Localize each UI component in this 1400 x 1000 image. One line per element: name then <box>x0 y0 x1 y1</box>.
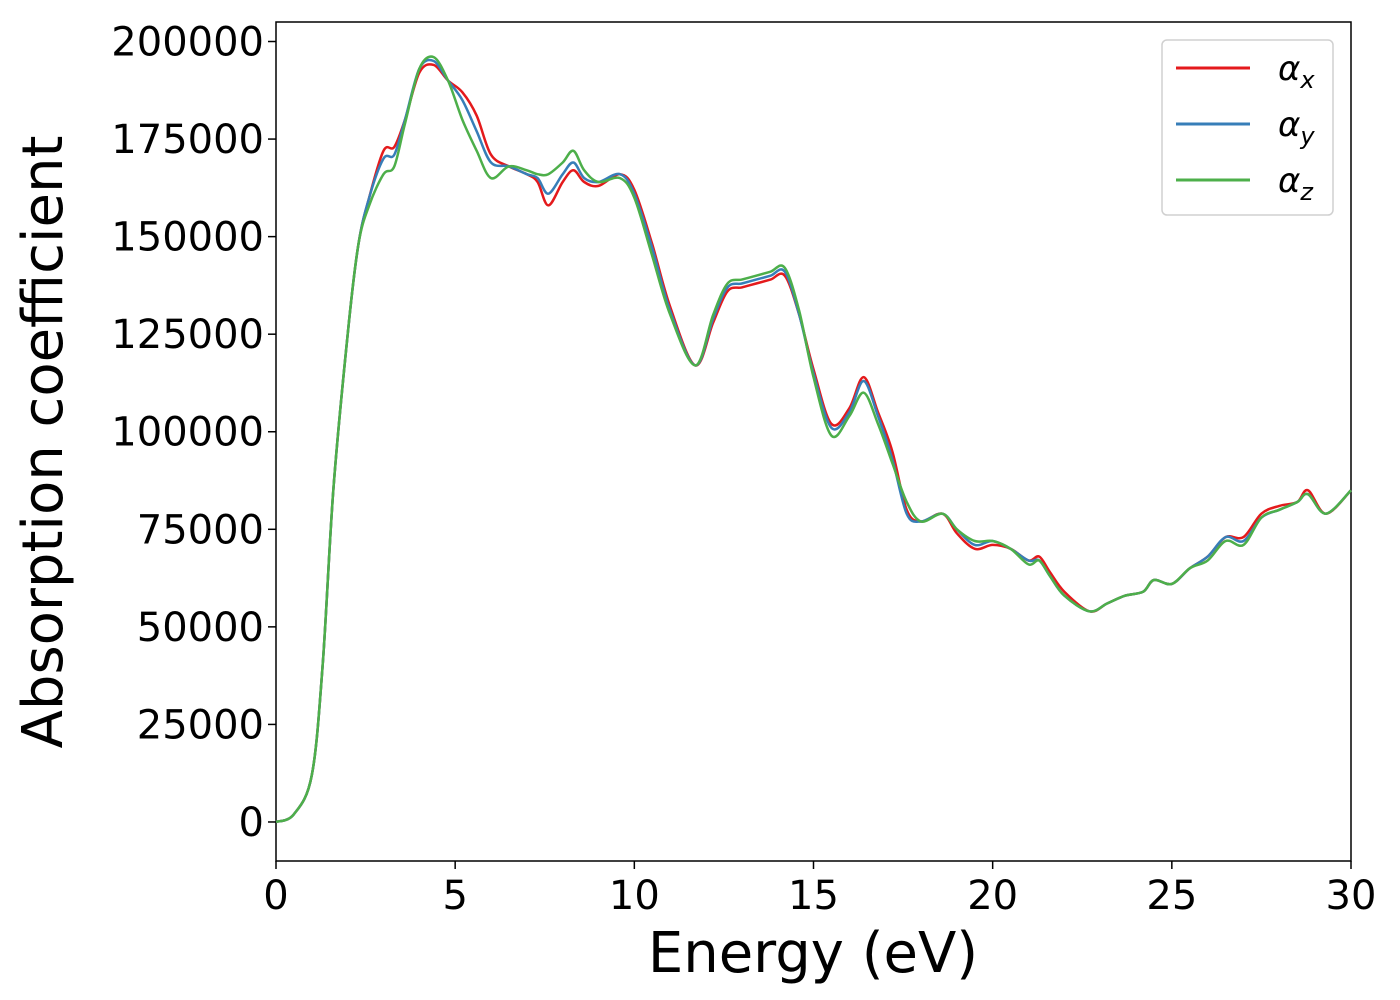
series-line-z <box>275 55 1352 824</box>
legend-label-z: αz <box>1278 161 1314 206</box>
y-tick-label: 150000 <box>111 215 264 261</box>
y-tick-label: 50000 <box>137 605 264 651</box>
legend-label-x: αx <box>1278 49 1315 94</box>
x-tick-label: 30 <box>1326 873 1377 919</box>
y-tick-label: 200000 <box>111 20 264 66</box>
series-layer <box>275 55 1352 824</box>
y-tick-label: 0 <box>239 800 264 846</box>
y-tick-label: 25000 <box>137 702 264 748</box>
x-tick-label: 20 <box>967 873 1018 919</box>
x-tick-label: 25 <box>1146 873 1197 919</box>
y-axis-label: Absorption coefficient <box>11 136 76 749</box>
x-tick-label: 10 <box>609 873 660 919</box>
legend-box <box>1161 39 1334 216</box>
y-tick-label: 75000 <box>137 507 264 553</box>
legend-label-y: αy <box>1278 105 1315 150</box>
y-tick-label: 175000 <box>111 117 264 163</box>
legend: αx αy αz <box>1161 39 1334 216</box>
y-axis: 0 25000 50000 75000 100000 125000 150000 175000… <box>111 20 276 846</box>
x-tick-label: 5 <box>442 873 467 919</box>
y-tick-label: 100000 <box>111 410 264 456</box>
y-tick-label: 125000 <box>111 312 264 358</box>
x-axis: 0 5 10 15 20 25 30 <box>263 861 1376 919</box>
x-tick-label: 0 <box>263 873 288 919</box>
x-tick-label: 15 <box>788 873 839 919</box>
x-axis-label: Energy (eV) <box>648 921 978 986</box>
